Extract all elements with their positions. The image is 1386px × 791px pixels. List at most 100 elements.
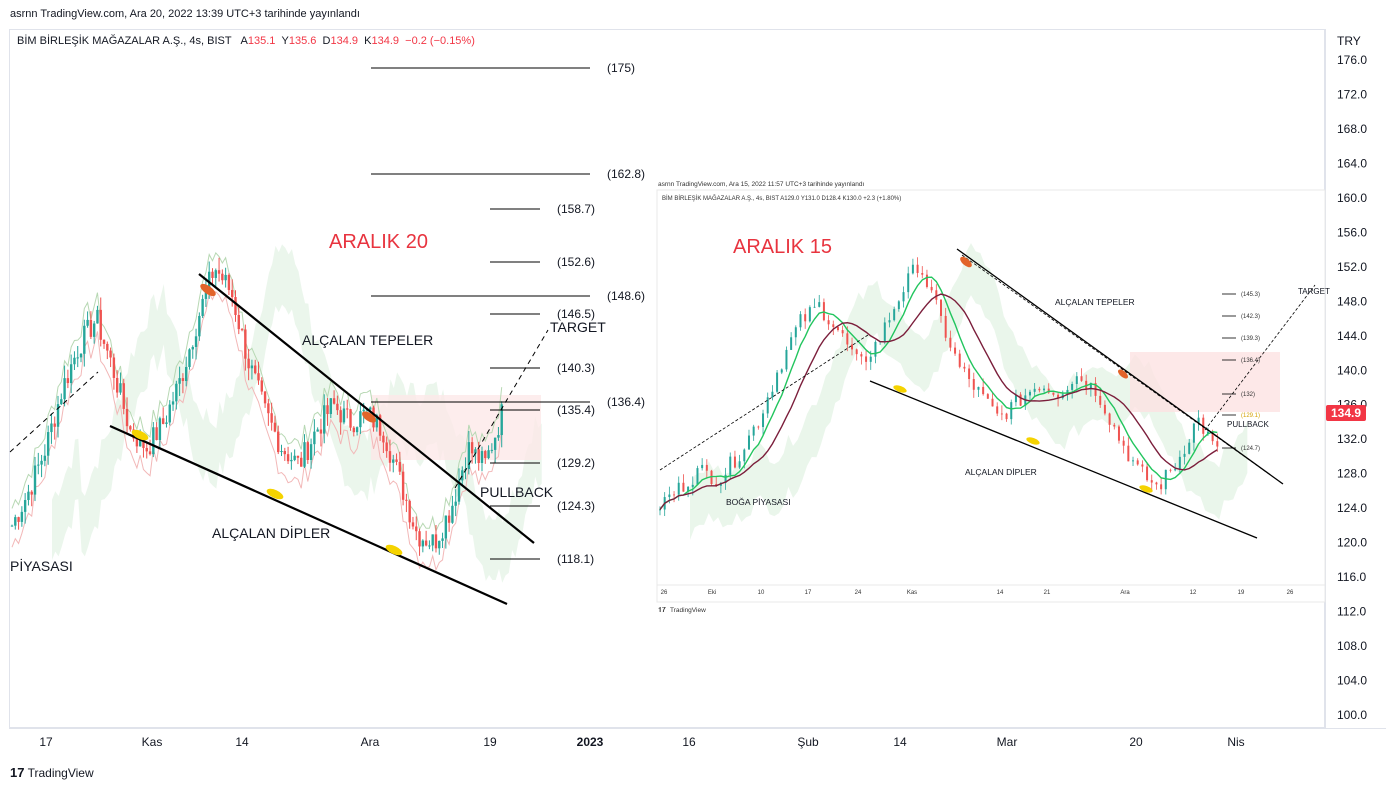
inset-candle-body: [1132, 460, 1135, 462]
candle-body: [398, 461, 402, 472]
inset-candle-body: [1010, 402, 1013, 420]
inset-candle-body: [851, 344, 854, 350]
candle-body: [40, 460, 43, 465]
candle-body: [211, 271, 214, 278]
candle-body: [208, 271, 211, 290]
inset-candle-body: [743, 449, 746, 462]
candle-body: [247, 358, 250, 369]
candle-body: [438, 540, 441, 549]
inset-time-tick: 26: [1287, 590, 1294, 596]
inset-time-tick: Eki: [708, 590, 716, 596]
candle-body: [33, 465, 37, 495]
inset-candle-body: [954, 347, 957, 354]
candle-body: [99, 309, 102, 340]
lagging-span: [11, 252, 503, 533]
price-tick-label: 164.0: [1337, 156, 1367, 170]
inset-candle-body: [794, 327, 797, 338]
open-value: 135.1: [247, 35, 276, 47]
candle-body: [178, 378, 181, 384]
change-value: −0.2 (−0.15%): [405, 35, 475, 47]
inset-candle-body: [921, 273, 924, 275]
price-tick-label: 116.0: [1337, 570, 1366, 584]
inset-level-label: (142.3): [1241, 314, 1260, 320]
candle-body: [27, 491, 30, 501]
candle-body: [188, 349, 191, 367]
inset-candle-body: [818, 302, 821, 307]
inset-candle-body: [865, 356, 868, 362]
candle-body: [349, 409, 352, 428]
inset-bottom-marker-1: [893, 385, 907, 393]
inset-candle-body: [673, 494, 676, 496]
candle-body: [477, 449, 480, 464]
candle-body: [415, 526, 418, 532]
candle-body: [497, 435, 500, 438]
symbol-name[interactable]: BİM BİRLEŞİK MAĞAZALAR A.Ş., 4s, BIST: [17, 35, 232, 47]
top-marker-2: [362, 411, 376, 423]
candle-body: [329, 398, 333, 415]
published-line: asrnn TradingView.com, Ara 20, 2022 13:3…: [10, 8, 360, 20]
inset-candle-body: [958, 353, 961, 367]
candle-body: [148, 451, 152, 455]
candle-body: [145, 447, 148, 452]
candle-body: [194, 336, 198, 347]
price-tick-label: 112.0: [1337, 605, 1366, 619]
candle-body: [69, 364, 73, 384]
candle-body: [447, 515, 451, 523]
candle-body: [17, 517, 20, 522]
time-tick-label: 17: [39, 735, 53, 749]
inset-candle-body: [869, 356, 872, 362]
inset-candle-body: [982, 386, 985, 395]
candle-body: [260, 380, 263, 392]
inset-candle-body: [949, 337, 952, 348]
inset-candle-body: [883, 322, 886, 342]
inset-screenshot: asrnn TradingView.com, Ara 15, 2022 11:5…: [656, 181, 1330, 614]
level-label: (158.7): [557, 202, 595, 216]
inset-candle-body: [1192, 423, 1195, 443]
inset-candle-body: [972, 379, 975, 390]
tradingview-brand[interactable]: 17 TradingView: [10, 765, 94, 780]
candles-left: [10, 257, 503, 556]
price-tick-label: 144.0: [1337, 329, 1367, 343]
inset-tops-dashed: [961, 254, 1284, 485]
candle-body: [224, 274, 227, 281]
descending-tops-line: [198, 273, 535, 544]
bottoms-label: ALÇALAN DİPLER: [212, 524, 330, 541]
time-axis[interactable]: [9, 728, 1386, 755]
candle-body: [336, 403, 339, 411]
inset-candle-body: [710, 470, 713, 484]
candle-body: [385, 442, 388, 452]
inset-candle-body: [1141, 464, 1144, 467]
inset-candle-body: [724, 474, 727, 483]
inset-candle-body: [733, 456, 736, 468]
inset-candle-body: [940, 299, 942, 316]
candle-body: [53, 423, 56, 427]
level-label: (162.8): [607, 167, 645, 181]
candle-body: [316, 429, 319, 432]
candle-body: [332, 398, 336, 404]
price-tick-label: 140.0: [1337, 363, 1367, 377]
inset-candle-body: [668, 494, 671, 498]
inset-candle-body: [893, 309, 896, 321]
inset-bottom-marker-2: [1026, 437, 1040, 445]
candle-body: [392, 459, 395, 463]
time-tick-label: Nis: [1227, 735, 1244, 749]
candle-body: [346, 408, 349, 410]
inset-level-label: (145.3): [1241, 292, 1260, 298]
candle-body: [244, 329, 247, 359]
inset-candle-body: [874, 341, 877, 357]
inset-candle-body: [832, 324, 835, 328]
candle-body: [434, 534, 438, 549]
inset-time-tick: 21: [1044, 590, 1051, 596]
inset-candle-body: [1028, 391, 1031, 396]
candle-body: [313, 431, 316, 445]
inset-candle-body: [785, 349, 788, 370]
candle-body: [303, 442, 306, 467]
inset-candle-body: [1005, 413, 1008, 420]
candle-body: [92, 323, 96, 337]
candle-body: [257, 373, 260, 381]
inset-candle-body: [804, 314, 807, 322]
candle-body: [152, 427, 155, 455]
level-label: (175): [607, 61, 635, 75]
candle-body: [263, 391, 267, 404]
inset-legend: BİM BİRLEŞİK MAĞAZALAR A.Ş., 4s, BIST A1…: [662, 195, 901, 202]
